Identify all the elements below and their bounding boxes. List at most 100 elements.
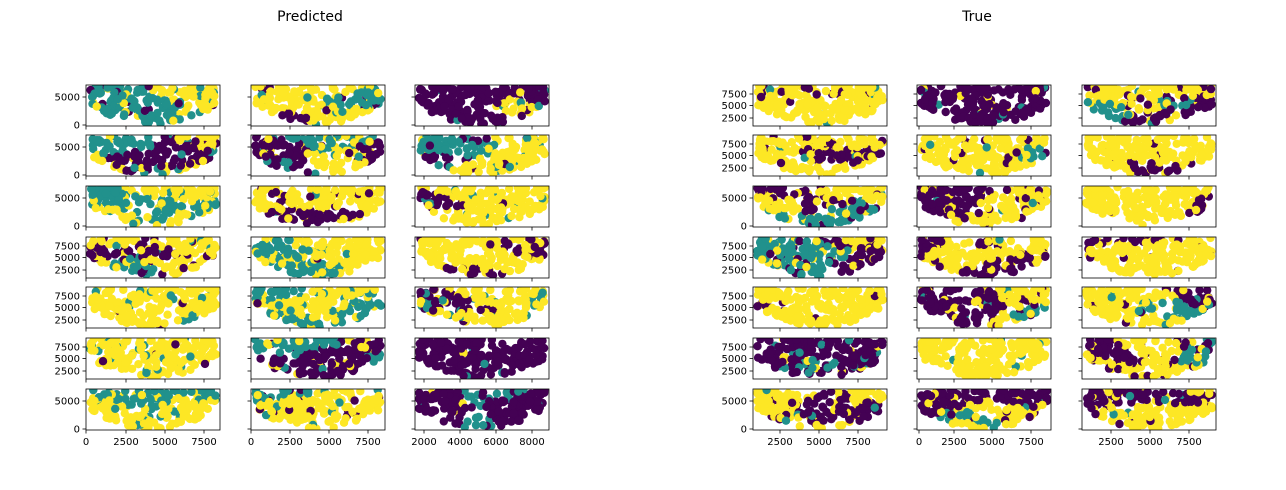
scatter-point xyxy=(484,144,493,153)
scatter-point xyxy=(114,359,123,368)
scatter-point xyxy=(112,395,121,405)
scatter-point xyxy=(285,399,294,409)
scatter-point xyxy=(173,316,183,325)
scatter-point xyxy=(252,135,261,141)
scatter-point xyxy=(135,290,144,299)
y-tick-label: 5000 xyxy=(55,397,80,408)
scatter-point xyxy=(757,85,766,91)
scatter-point xyxy=(303,149,312,158)
scatter-point xyxy=(513,186,523,192)
scatter-point xyxy=(164,391,173,400)
scatter-point xyxy=(486,410,495,419)
scatter-point xyxy=(451,109,461,118)
scatter-point xyxy=(500,369,509,378)
scatter-point xyxy=(165,237,175,243)
scatter-point xyxy=(840,106,850,115)
scatter-point xyxy=(436,338,446,347)
scatter-point xyxy=(851,104,860,114)
scatter-point xyxy=(1011,107,1020,116)
scatter-point xyxy=(340,258,349,267)
y-tick-label: 0 xyxy=(74,425,80,436)
scatter-point xyxy=(158,215,167,224)
scatter-points xyxy=(416,135,549,176)
scatter-panel-r2-c1 xyxy=(247,185,386,231)
scatter-point xyxy=(425,141,435,150)
scatter-point xyxy=(503,239,513,248)
scatter-point xyxy=(187,111,196,120)
scatter-point xyxy=(514,343,523,352)
scatter-point xyxy=(819,114,828,124)
scatter-point xyxy=(355,142,365,151)
scatter-point xyxy=(516,88,525,97)
scatter-point xyxy=(513,312,522,321)
scatter-point xyxy=(484,88,494,98)
scatter-points xyxy=(917,85,1051,126)
scatter-point xyxy=(477,160,487,170)
scatter-point xyxy=(208,296,217,305)
scatter-point xyxy=(121,358,130,367)
scatter-point xyxy=(483,297,492,306)
scatter-point xyxy=(161,358,171,367)
scatter-point xyxy=(185,414,195,424)
scatter-point xyxy=(492,244,502,253)
scatter-point xyxy=(208,351,217,361)
scatter-point xyxy=(821,86,831,96)
scatter-points xyxy=(415,85,549,126)
scatter-point xyxy=(1004,85,1013,94)
scatter-point xyxy=(138,87,148,96)
scatter-point xyxy=(285,405,294,415)
scatter-point xyxy=(853,156,862,165)
scatter-point xyxy=(112,248,122,258)
scatter-point xyxy=(1083,85,1092,92)
scatter-point xyxy=(342,135,351,141)
scatter-point xyxy=(496,307,505,317)
scatter-point xyxy=(451,187,461,196)
scatter-point xyxy=(989,111,999,120)
scatter-point xyxy=(1162,85,1171,92)
scatter-point xyxy=(178,308,187,318)
panel-frame xyxy=(250,185,386,228)
scatter-point xyxy=(455,338,464,347)
scatter-point xyxy=(415,346,424,356)
scatter-point xyxy=(179,389,188,397)
scatter-point xyxy=(86,241,96,250)
scatter-point xyxy=(308,313,318,322)
y-tick-label: 2500 xyxy=(55,367,80,378)
scatter-point xyxy=(534,101,543,111)
scatter-point xyxy=(143,162,152,172)
scatter-point xyxy=(364,189,374,198)
scatter-point xyxy=(122,311,131,321)
scatter-point xyxy=(515,213,524,222)
scatter-points xyxy=(415,389,549,430)
scatter-point xyxy=(146,338,155,346)
x-tick-label: 5000 xyxy=(152,437,177,448)
scatter-point xyxy=(471,195,480,204)
scatter-point xyxy=(88,251,97,260)
scatter-point xyxy=(342,249,351,259)
scatter-point xyxy=(145,139,155,149)
scatter-point xyxy=(148,314,157,323)
scatter-point xyxy=(342,291,352,300)
scatter-point xyxy=(375,142,385,151)
scatter-point xyxy=(251,141,260,151)
scatter-point xyxy=(185,159,195,168)
scatter-point xyxy=(323,301,332,310)
scatter-point xyxy=(931,88,940,97)
scatter-point xyxy=(141,117,150,126)
scatter-point xyxy=(312,252,321,261)
scatter-point xyxy=(525,355,534,364)
scatter-point xyxy=(367,150,376,159)
scatter-point xyxy=(985,100,994,109)
scatter-point xyxy=(538,202,547,212)
scatter-point xyxy=(305,397,314,406)
scatter-point xyxy=(828,103,837,113)
scatter-point xyxy=(454,137,463,146)
scatter-point xyxy=(936,85,946,91)
scatter-point xyxy=(258,186,267,193)
scatter-point xyxy=(195,208,204,217)
scatter-point xyxy=(137,268,146,278)
scatter-point xyxy=(424,100,433,109)
scatter-point xyxy=(151,351,161,360)
scatter-point xyxy=(253,299,262,308)
scatter-point xyxy=(92,136,102,145)
